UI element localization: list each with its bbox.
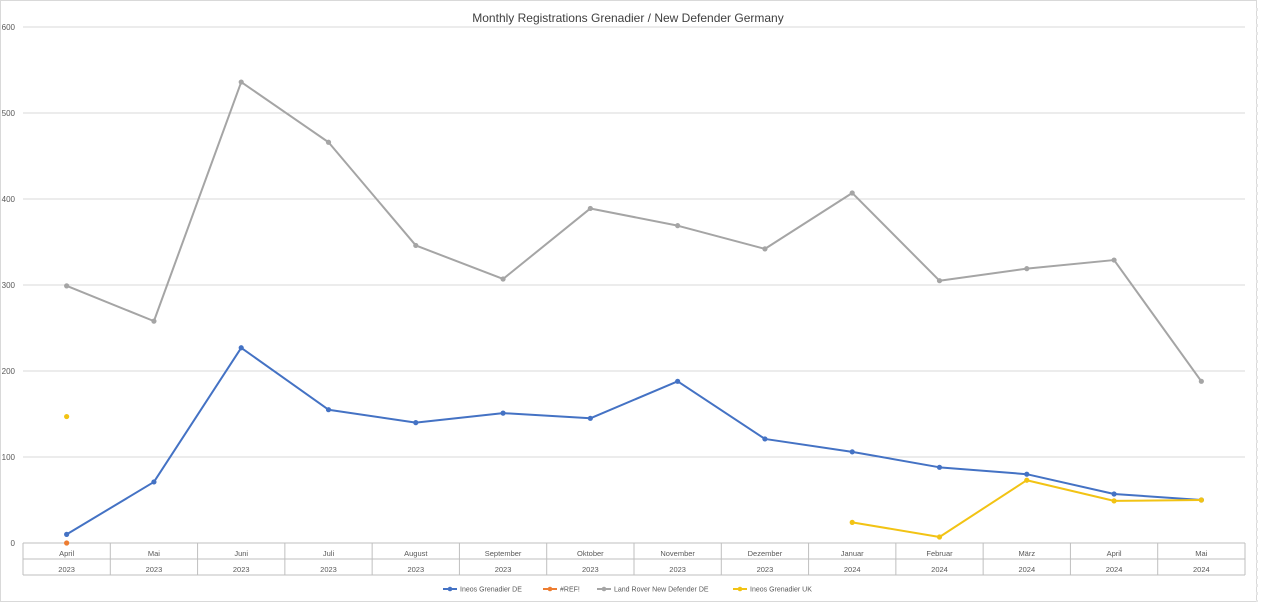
x-tick-year: 2023 (58, 565, 75, 574)
x-tick-month: Januar (841, 549, 864, 558)
x-tick-month: Februar (926, 549, 953, 558)
data-point (849, 449, 855, 455)
data-point (936, 278, 943, 284)
x-tick-month: August (404, 549, 428, 558)
data-point (413, 242, 419, 249)
x-tick-year: 2023 (669, 565, 686, 574)
x-tick-month: September (485, 549, 522, 558)
data-point (64, 531, 70, 538)
data-point (675, 378, 681, 384)
data-point (849, 519, 855, 525)
x-tick-month: April (1107, 549, 1122, 558)
data-point (1198, 497, 1204, 503)
x-axis: April 2023 Mai 2023 Juni 2023 Juli 2023 August 20… (22, 543, 1246, 576)
x-tick-year: 2023 (233, 565, 250, 574)
x-tick-year: 2023 (757, 565, 774, 574)
data-point (500, 410, 506, 416)
data-point (64, 413, 70, 420)
data-point (238, 79, 244, 85)
data-point (151, 479, 157, 485)
x-tick-month: Dezember (748, 549, 783, 558)
legend-swatch-marker (601, 586, 607, 592)
data-point (1024, 266, 1030, 272)
data-point (238, 345, 244, 351)
chart-title: Monthly Registrations Grenadier / New De… (472, 11, 783, 25)
data-point (325, 139, 332, 145)
data-point (936, 534, 943, 540)
y-tick-label: 200 (2, 367, 16, 376)
legend-label: Ineos Grenadier UK (750, 587, 812, 594)
data-point (1198, 378, 1204, 384)
x-tick-year: 2024 (931, 565, 948, 574)
data-point (151, 318, 157, 324)
data-point (325, 407, 332, 413)
x-tick-month: März (1018, 549, 1035, 558)
legend-swatch-marker (547, 586, 553, 592)
data-point (64, 540, 70, 546)
data-point (762, 436, 768, 442)
legend-item: #REF! (543, 587, 580, 594)
data-point (849, 190, 855, 196)
x-tick-year: 2023 (146, 565, 163, 574)
data-point (64, 283, 70, 289)
x-tick-year: 2024 (1018, 565, 1035, 574)
data-point (1111, 491, 1117, 497)
x-tick-month: Mai (1195, 549, 1207, 558)
series-0 (64, 345, 1204, 538)
x-tick-year: 2023 (320, 565, 337, 574)
legend: Ineos Grenadier DE #REF! Land Rover New De… (443, 587, 812, 594)
y-axis: 0 100 200 300 400 500 600 (2, 23, 16, 548)
legend-swatch-marker (447, 586, 453, 592)
gridlines (23, 26, 1245, 544)
y-tick-label: 300 (2, 281, 16, 290)
y-tick-label: 100 (2, 453, 16, 462)
x-tick-month: Juli (323, 549, 335, 558)
legend-label: Ineos Grenadier DE (460, 587, 522, 594)
data-point (1024, 471, 1030, 477)
legend-item: Ineos Grenadier UK (733, 587, 812, 594)
x-tick-month: April (59, 549, 74, 558)
x-tick-year: 2023 (407, 565, 424, 574)
x-tick-year: 2024 (1106, 565, 1123, 574)
series-line (852, 479, 1202, 538)
x-tick-month: Juni (234, 549, 248, 558)
data-point (413, 420, 419, 426)
legend-label: Land Rover New Defender DE (614, 587, 709, 594)
x-tick-month: Oktober (577, 549, 604, 558)
data-point (936, 464, 943, 470)
y-tick-label: 0 (11, 539, 16, 548)
x-tick-year: 2024 (1193, 565, 1210, 574)
series-2 (64, 79, 1204, 384)
x-tick-year: 2023 (582, 565, 599, 574)
data-point (587, 415, 593, 421)
series-line (66, 81, 1203, 382)
x-tick-month: November (660, 549, 695, 558)
series-3 (64, 413, 1204, 540)
series-line (66, 346, 1202, 536)
x-tick-year: 2024 (844, 565, 861, 574)
series-layer (64, 79, 1204, 546)
series-1 (64, 540, 70, 546)
data-point (587, 205, 593, 212)
x-tick-year: 2023 (495, 565, 512, 574)
y-tick-label: 400 (2, 195, 16, 204)
data-point (1024, 477, 1030, 483)
legend-item: Land Rover New Defender DE (597, 587, 709, 594)
x-tick-month: Mai (148, 549, 160, 558)
data-point (762, 246, 768, 252)
y-tick-label: 500 (2, 109, 16, 118)
data-point (500, 276, 506, 282)
y-tick-label: 600 (2, 23, 16, 32)
data-point (1111, 257, 1117, 263)
legend-item: Ineos Grenadier DE (443, 587, 522, 594)
data-point (1111, 498, 1117, 504)
data-point (675, 223, 681, 229)
legend-label: #REF! (560, 587, 580, 594)
legend-swatch-marker (737, 586, 743, 592)
